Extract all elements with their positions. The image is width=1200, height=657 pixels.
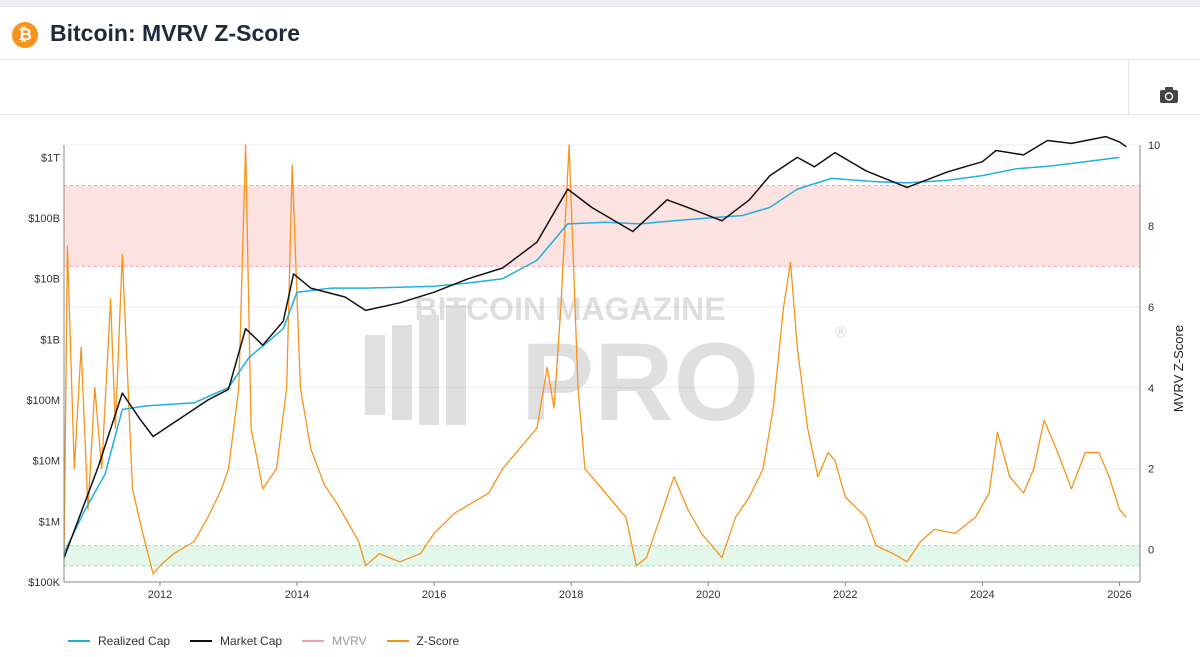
y-left-tick-label: $10M bbox=[32, 456, 60, 468]
series-market-cap-line[interactable] bbox=[63, 135, 1127, 559]
mvrv-chart[interactable]: BITCOIN MAGAZINE PRO ® $100K $1M $10M $100M… bbox=[0, 115, 1200, 630]
legend-item-market-cap[interactable]: Market Cap bbox=[190, 634, 282, 648]
y-right-tick-label: 10 bbox=[1148, 140, 1160, 152]
bitcoin-logo-icon: ₿ bbox=[12, 22, 38, 48]
legend-label: Z-Score bbox=[416, 634, 460, 648]
y-left-tick-label: $1T bbox=[41, 152, 60, 164]
camera-icon[interactable] bbox=[1158, 85, 1180, 105]
legend-swatch bbox=[302, 640, 325, 642]
legend-item-realized-cap[interactable]: Realized Cap bbox=[68, 634, 170, 648]
y-right-tick-label: 4 bbox=[1148, 383, 1154, 395]
watermark-line2: PRO bbox=[521, 321, 759, 444]
legend-label: Realized Cap bbox=[98, 634, 171, 648]
legend-label: MVRV bbox=[332, 634, 367, 648]
y-right-axis-title: MVRV Z-Score bbox=[1171, 325, 1186, 412]
watermark-line1: BITCOIN MAGAZINE bbox=[414, 291, 725, 327]
x-tick-label: 2022 bbox=[833, 589, 857, 601]
y-left-tick-label: $1M bbox=[39, 516, 60, 528]
watermark-bars-icon bbox=[365, 305, 466, 425]
page-header: ₿ Bitcoin: MVRV Z-Score bbox=[0, 7, 1200, 60]
chart-toolbar bbox=[0, 60, 1200, 115]
x-tick-label: 2016 bbox=[422, 589, 446, 601]
x-tick-label: 2012 bbox=[148, 589, 172, 601]
x-tick-label: 2014 bbox=[285, 589, 309, 601]
watermark-mark: ® bbox=[835, 324, 847, 341]
y-left-tick-label: $10B bbox=[34, 274, 60, 286]
x-tick-label: 2020 bbox=[696, 589, 720, 601]
series-z-score-line[interactable] bbox=[63, 144, 1127, 575]
watermark: BITCOIN MAGAZINE PRO ® bbox=[365, 291, 847, 444]
x-tick-label: 2024 bbox=[970, 589, 994, 601]
legend-label: Market Cap bbox=[220, 634, 283, 648]
legend-swatch bbox=[190, 640, 213, 642]
series-realized-cap-line[interactable] bbox=[63, 156, 1120, 554]
y-right-tick-label: 6 bbox=[1148, 302, 1154, 314]
band-undervalued bbox=[64, 545, 1140, 566]
y-left-tick-label: $100B bbox=[28, 213, 60, 225]
y-left-tick-label: $100K bbox=[28, 577, 60, 589]
y-right-tick-label: 0 bbox=[1148, 545, 1154, 557]
legend-swatch bbox=[68, 640, 90, 642]
y-right-tick-label: 2 bbox=[1148, 464, 1154, 476]
page-title: Bitcoin: MVRV Z-Score bbox=[50, 20, 301, 46]
x-tick-label: 2026 bbox=[1107, 589, 1131, 601]
toolbar-divider bbox=[1128, 60, 1129, 114]
camera-icon-glyph bbox=[1160, 87, 1178, 103]
legend-swatch bbox=[386, 640, 409, 642]
y-left-tick-label: $100M bbox=[26, 395, 60, 407]
x-tick-label: 2018 bbox=[559, 589, 583, 601]
legend-item-z-score[interactable]: Z-Score bbox=[386, 634, 460, 648]
y-right-tick-label: 8 bbox=[1148, 221, 1154, 233]
top-strip bbox=[0, 0, 1200, 7]
chart-legend: Realized Cap Market Cap MVRV Z-Score bbox=[68, 634, 459, 648]
y-left-tick-label: $1B bbox=[40, 334, 60, 346]
legend-item-mvrv[interactable]: MVRV bbox=[302, 634, 367, 648]
